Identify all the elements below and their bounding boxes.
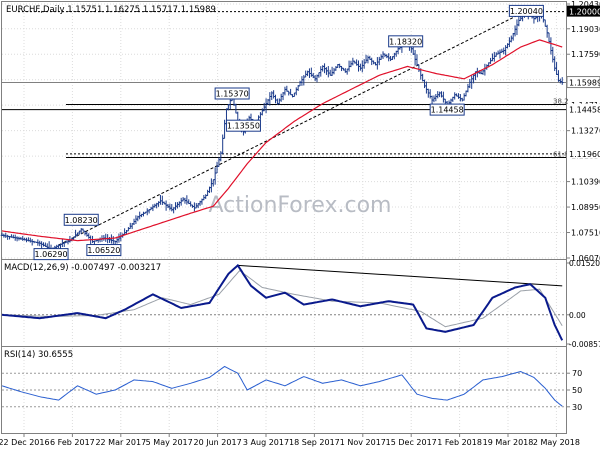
fibonacci-label: 61.8 xyxy=(553,151,569,159)
rsi-y-tick-label: 50 xyxy=(572,386,582,395)
price-annotation-box xyxy=(225,119,261,132)
price-annotation-box xyxy=(388,35,424,48)
rsi-y-tick-label: 70 xyxy=(572,369,582,378)
price-annotation-box xyxy=(508,4,544,17)
current-price-box xyxy=(566,76,600,89)
highlight-price-label: 1.20000 xyxy=(569,8,600,17)
y-tick-label: 1.17590 xyxy=(571,50,600,59)
highlight-price-box xyxy=(567,5,600,17)
price-annotation-label: 1.08230 xyxy=(65,216,98,225)
grid-layer xyxy=(2,3,566,432)
price-annotation-box xyxy=(33,248,69,261)
rsi-panel-title: RSI(14) 30.6555 xyxy=(4,350,73,360)
price-annotation-label: 1.14458 xyxy=(431,106,464,115)
macd-panel-title: MACD(12,26,9) -0.007497 -0.003217 xyxy=(4,263,161,273)
macd-y-tick-label: -0.008578 xyxy=(569,340,600,349)
x-tick-label: 1 Feb 2018 xyxy=(437,438,482,447)
y-tick-label: 1.13270 xyxy=(571,127,600,136)
price-annotation-box xyxy=(214,87,250,100)
fibonacci-label: 38.2 xyxy=(553,97,569,105)
current-price-label: 1.15989 xyxy=(569,79,600,88)
x-tick-label: 19 Mar 2018 xyxy=(483,438,534,447)
y-tick-label: 1.06070 xyxy=(571,254,600,263)
y-tick-label: 1.08950 xyxy=(571,203,600,212)
y-tick-label: 1.19030 xyxy=(571,25,600,34)
level-price-box xyxy=(567,147,600,159)
x-tick-label: 22 Dec 2016 xyxy=(0,438,50,447)
x-tick-label: 15 Dec 2017 xyxy=(386,438,437,447)
price-annotation-label: 1.15370 xyxy=(216,90,249,99)
annotation-layer: 1.20040 1.18320 1.15370 1.13550 1.14458 1.082… xyxy=(33,4,544,261)
y-tick-label: 1.07510 xyxy=(571,229,600,238)
macd-trendline xyxy=(237,264,563,287)
x-tick-label: 18 Sep 2017 xyxy=(289,438,340,447)
series-layer xyxy=(0,7,564,407)
price-panel-title: EURCHF,Daily 1.15751 1.16275 1.15717 1.1… xyxy=(6,5,216,15)
price-annotation-label: 1.20040 xyxy=(510,7,543,16)
x-tick-label: 3 Aug 2017 xyxy=(243,438,289,447)
moving-average-line xyxy=(1,39,563,242)
rsi-y-tick-label: 30 xyxy=(572,403,582,412)
x-tick-label: 6 Feb 2017 xyxy=(50,438,95,447)
price-trendline xyxy=(58,10,527,246)
rsi-line xyxy=(1,365,563,407)
x-tick-label: 20 Jun 2017 xyxy=(194,438,242,447)
x-tick-label: 22 Mar 2017 xyxy=(95,438,146,447)
price-annotation-box xyxy=(429,103,465,116)
y-tick-label: 1.10390 xyxy=(571,178,600,187)
price-annotation-label: 1.06290 xyxy=(34,250,67,259)
level-price-label: 1.14458 xyxy=(569,106,600,115)
price-annotation-box xyxy=(86,244,122,257)
macd-y-tick-label: 0.015207 xyxy=(569,259,600,268)
level-price-box xyxy=(567,103,600,115)
x-tick-label: 2 May 2018 xyxy=(533,438,580,447)
x-tick-label: 1 Nov 2017 xyxy=(340,438,386,447)
x-tick-label: 5 May 2017 xyxy=(146,438,193,447)
price-annotation-label: 1.06520 xyxy=(87,246,120,255)
price-annotation-box xyxy=(63,213,99,226)
level-price-label: 1.11960 xyxy=(569,150,600,159)
macd-y-tick-label: 0.00 xyxy=(569,311,586,320)
macd-line xyxy=(1,263,564,341)
price-annotation-label: 1.13550 xyxy=(227,122,260,131)
watermark: ActionForex.com xyxy=(209,193,392,218)
price-annotation-label: 1.18320 xyxy=(389,37,422,46)
